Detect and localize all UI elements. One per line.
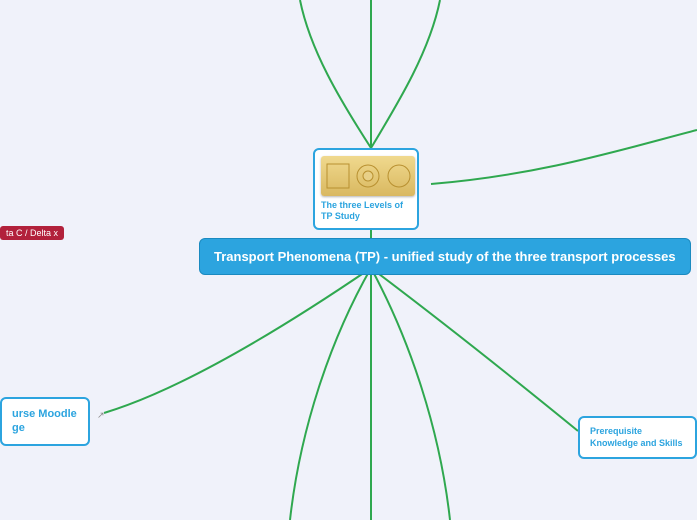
- delta-badge-node[interactable]: ta C / Delta x: [0, 226, 64, 240]
- edge: [431, 130, 697, 184]
- three-levels-label: The three Levels of TP Study: [321, 200, 411, 222]
- moodle-node[interactable]: urse Moodle ge: [0, 397, 90, 446]
- moodle-label: urse Moodle ge: [12, 408, 77, 434]
- edge: [104, 268, 371, 413]
- edge: [371, 0, 440, 148]
- three-levels-thumbnail: [321, 156, 415, 196]
- edge: [300, 0, 371, 148]
- edge: [371, 268, 578, 431]
- prereq-node[interactable]: Prerequisite Knowledge and Skills: [578, 416, 697, 459]
- three-levels-node[interactable]: The three Levels of TP Study: [313, 148, 419, 230]
- edge: [290, 268, 371, 520]
- edge: [371, 268, 450, 520]
- external-link-icon: ↗: [97, 410, 105, 421]
- center-node[interactable]: Transport Phenomena (TP) - unified study…: [199, 238, 691, 275]
